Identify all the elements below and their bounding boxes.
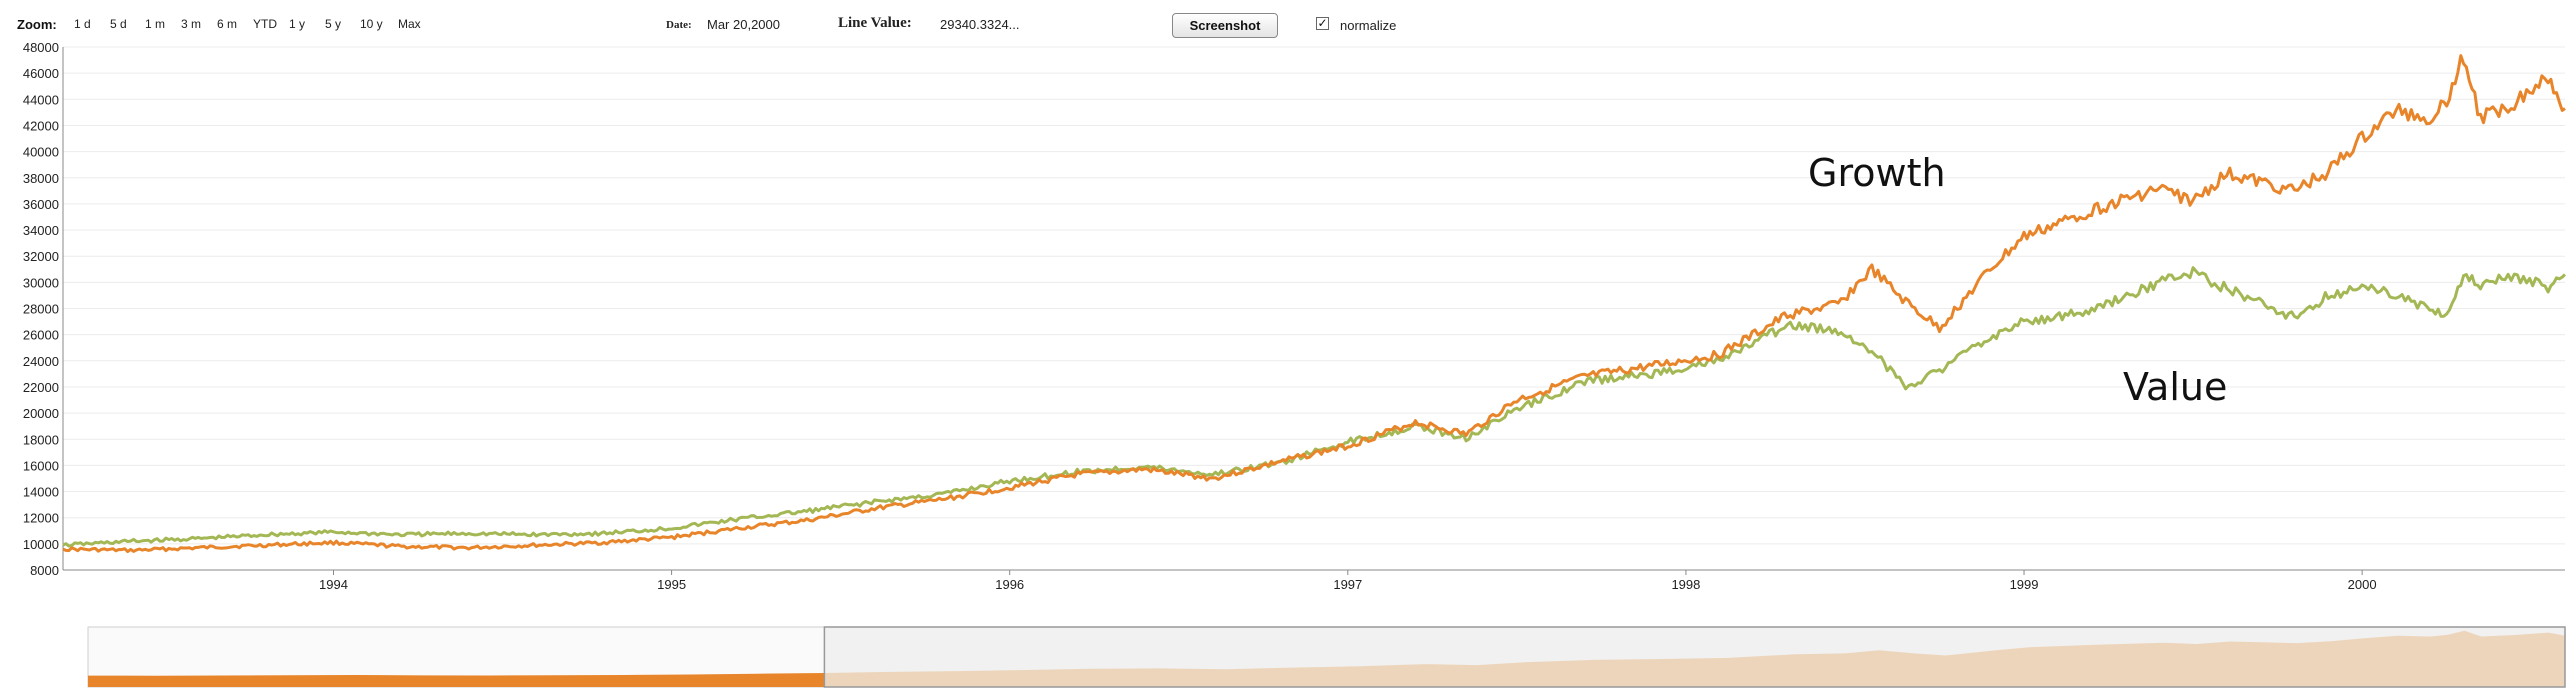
y-tick-label: 40000 [23, 145, 59, 160]
x-tick-label: 2000 [2348, 577, 2377, 592]
y-tick-label: 16000 [23, 458, 59, 473]
y-tick-label: 34000 [23, 223, 59, 238]
y-tick-label: 14000 [23, 485, 59, 500]
y-tick-label: 36000 [23, 197, 59, 212]
line-value: 29340.3324... [940, 17, 1020, 32]
zoom-ytd-button[interactable]: YTD [253, 17, 277, 31]
x-tick-label: 1994 [319, 577, 348, 592]
y-tick-label: 22000 [23, 380, 59, 395]
y-tick-label: 38000 [23, 171, 59, 186]
y-tick-label: 20000 [23, 406, 59, 421]
zoom-1d-button[interactable]: 1 d [74, 17, 91, 31]
zoom-max-button[interactable]: Max [398, 17, 421, 31]
y-tick-label: 42000 [23, 118, 59, 133]
zoom-3m-button[interactable]: 3 m [181, 17, 202, 31]
line-value-label: Line Value: [838, 15, 912, 31]
zoom-1m-button[interactable]: 1 m [145, 17, 166, 31]
x-tick-label: 1995 [657, 577, 686, 592]
y-tick-label: 26000 [23, 328, 59, 343]
navigator-area-unselected [824, 630, 2565, 687]
zoom-1y-button[interactable]: 1 y [289, 17, 306, 31]
navigator-handle-window[interactable] [823, 626, 2566, 688]
y-tick-label: 18000 [23, 432, 59, 447]
x-tick-label: 1999 [2010, 577, 2039, 592]
date-value: Mar 20,2000 [707, 17, 780, 32]
zoom-10y-button[interactable]: 10 y [360, 17, 383, 31]
y-tick-label: 12000 [23, 511, 59, 526]
value-annotation: Value [2123, 365, 2227, 409]
series-line-growth[interactable] [62, 54, 2566, 554]
y-tick-label: 24000 [23, 354, 59, 369]
date-label: Date: [666, 19, 692, 31]
x-tick-label: 1998 [1671, 577, 1700, 592]
normalize-label: normalize [1340, 18, 1397, 33]
y-tick-label: 46000 [23, 66, 59, 81]
y-tick-label: 8000 [30, 563, 59, 578]
zoom-5d-button[interactable]: 5 d [110, 17, 127, 31]
x-tick-label: 1997 [1333, 577, 1362, 592]
y-tick-label: 44000 [23, 92, 59, 107]
y-tick-label: 32000 [23, 249, 59, 264]
x-tick-label: 1996 [995, 577, 1024, 592]
y-tick-label: 48000 [23, 40, 59, 55]
navigator-area-selected [88, 673, 825, 687]
chart-toolbar: Zoom: 1 d 5 d 1 m 3 m 6 m YTD 1 y 5 y 10… [0, 0, 2576, 48]
zoom-5y-button[interactable]: 5 y [325, 17, 342, 31]
screenshot-button[interactable]: Screenshot [1172, 13, 1278, 38]
zoom-6m-button[interactable]: 6 m [217, 17, 238, 31]
zoom-label: Zoom: [17, 17, 57, 32]
y-tick-label: 30000 [23, 275, 59, 290]
normalize-checkbox[interactable]: ✓ [1316, 16, 1329, 30]
y-tick-label: 28000 [23, 302, 59, 317]
growth-annotation: Growth [1808, 151, 1946, 195]
y-tick-label: 10000 [23, 537, 59, 552]
